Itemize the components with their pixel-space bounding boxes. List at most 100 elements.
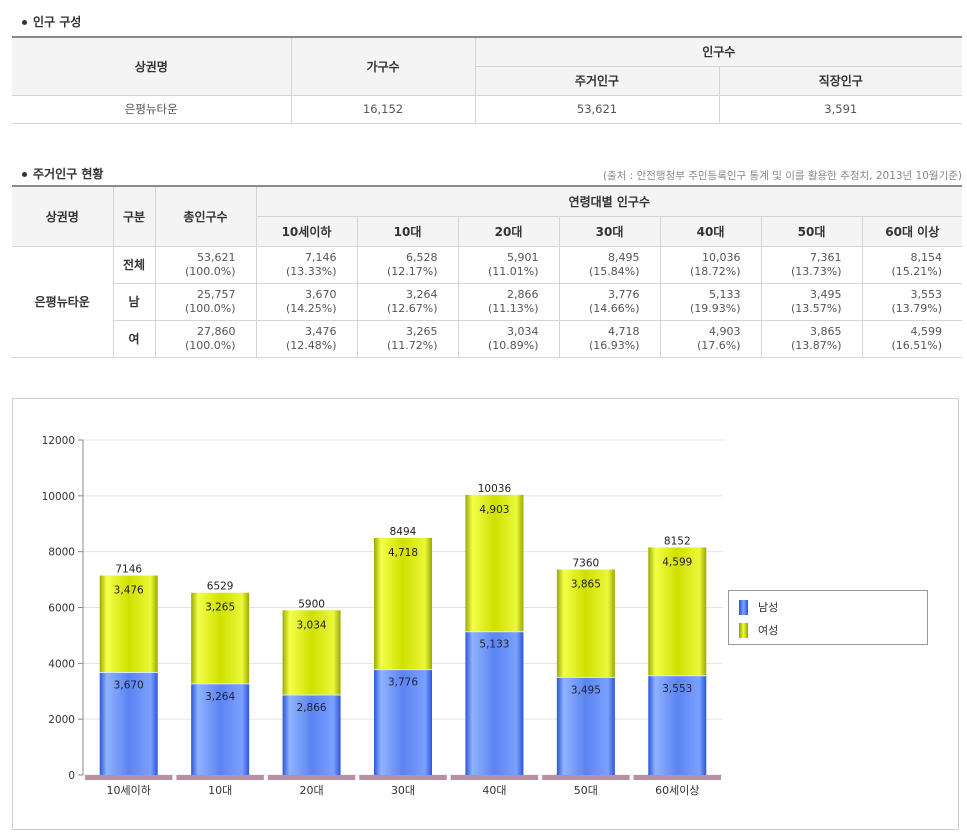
section-title-text: 주거인구 현황	[33, 167, 104, 181]
col-header-worker: 직장인구	[718, 66, 962, 96]
cell-value: 5,901 (11.01%)	[457, 245, 560, 284]
chart-container: 0 2000 4000 6000 8000 10000 12000 3,670 3,476 714…	[12, 398, 959, 830]
cell-percent: (12.67%)	[386, 301, 438, 315]
cell-percent: (19.93%)	[689, 301, 741, 315]
col-header-resident: 주거인구	[475, 66, 720, 96]
cell-count: 4,903	[709, 324, 741, 338]
cell-value: 4,718 (16.93%)	[558, 319, 661, 358]
cell-value: 3,776 (14.66%)	[558, 282, 661, 321]
legend-item-male: 남성	[739, 599, 778, 615]
legend-item-female: 여성	[739, 622, 778, 638]
cell-value: 2,866 (11.13%)	[457, 282, 560, 321]
data-label-total: 8152	[664, 535, 691, 547]
x-axis-segment	[176, 775, 264, 780]
bullet-icon	[22, 20, 27, 25]
col-header-area: 상권명	[12, 37, 292, 96]
cell-count: 3,265	[406, 324, 438, 338]
cell-count: 8,154	[910, 250, 943, 264]
cell-count: 3,476	[305, 324, 337, 338]
bar-female	[191, 592, 250, 684]
data-label-total: 8494	[390, 526, 417, 538]
col-header-area: 상권명	[12, 186, 114, 247]
cell-count: 27,860	[197, 324, 236, 338]
table-row: 은평뉴타운 16,152 53,621 3,591	[12, 94, 962, 124]
cell-percent: (13.87%)	[790, 338, 842, 352]
data-label-female: 3,265	[205, 602, 235, 614]
bar-female	[374, 537, 432, 670]
cell-value: 4,903 (17.6%)	[659, 319, 762, 358]
y-tick-label: 6000	[48, 603, 75, 615]
col-header-population: 인구수	[474, 37, 962, 67]
col-header-age: 40대	[659, 216, 762, 247]
cell-value: 3,553 (13.79%)	[861, 282, 963, 321]
data-label-female: 3,865	[571, 579, 601, 591]
bar-male	[191, 683, 250, 775]
cell-value: 5,133 (19.93%)	[659, 282, 762, 321]
bar-female	[99, 575, 158, 673]
section-title-text: 인구 구성	[33, 15, 82, 29]
stacked-bar-chart: 0 2000 4000 6000 8000 10000 12000 3,670 3,476 714…	[42, 435, 723, 797]
cell-percent: (16.93%)	[588, 338, 640, 352]
x-axis-segment	[85, 775, 173, 780]
cell-value: 3,265 (11.72%)	[356, 319, 459, 358]
cell-percent: (100.0%)	[184, 338, 236, 352]
bar-female	[282, 610, 341, 695]
col-header-by-age: 연령대별 인구수	[255, 186, 963, 217]
legend-swatch-male	[739, 599, 748, 615]
data-label-male: 3,776	[388, 677, 418, 689]
cell-percent: (18.72%)	[689, 264, 741, 278]
data-label-female: 4,599	[662, 556, 692, 568]
data-label-female: 3,034	[297, 619, 327, 631]
bar-female	[648, 547, 707, 676]
x-axis-segment	[542, 775, 630, 780]
x-tick-label: 20대	[300, 784, 324, 797]
cell-value: 4,599 (16.51%)	[861, 319, 963, 358]
x-tick-label: 50대	[574, 784, 598, 797]
y-tick-label: 10000	[42, 491, 75, 503]
bar-female	[465, 494, 524, 632]
cell-percent: (14.25%)	[285, 301, 337, 315]
bar-male	[556, 677, 615, 775]
col-header-age: 30대	[558, 216, 661, 247]
bar-female	[556, 569, 615, 678]
data-label-male: 5,133	[479, 639, 509, 651]
col-header-age: 60대 이상	[861, 216, 963, 247]
cell-count: 10,036	[702, 250, 741, 264]
chart-legend: 남성 여성	[728, 590, 928, 645]
cell-count: 3,865	[810, 324, 842, 338]
cell-value: 3,865 (13.87%)	[760, 319, 863, 358]
cell-value: 7,146 (13.33%)	[255, 245, 358, 284]
bar-male	[374, 669, 432, 775]
y-tick-label: 2000	[48, 714, 75, 726]
data-label-total: 10036	[478, 483, 512, 495]
cell-count: 6,528	[406, 250, 438, 264]
x-axis-segment	[359, 775, 447, 780]
legend-label: 여성	[758, 624, 779, 637]
cell-percent: (16.51%)	[891, 338, 943, 352]
cell-value: 10,036 (18.72%)	[659, 245, 762, 284]
cell-percent: (100.0%)	[184, 264, 236, 278]
data-label-female: 4,718	[388, 547, 418, 559]
cell-count: 3,776	[608, 287, 640, 301]
x-axis-segment	[267, 775, 356, 780]
cell-count: 5,133	[709, 287, 741, 301]
cell-percent: (13.57%)	[790, 301, 842, 315]
cell-count: 8,495	[608, 250, 640, 264]
cell-value: 3,670 (14.25%)	[255, 282, 358, 321]
cell-percent: (11.13%)	[487, 301, 539, 315]
data-label-female: 4,903	[479, 504, 509, 516]
data-label-male: 3,670	[114, 680, 144, 692]
col-header-total: 총인구수	[154, 186, 257, 247]
cell-percent: (13.79%)	[891, 301, 943, 315]
y-tick-label: 12000	[42, 435, 75, 447]
cell-value: 53,621 (100.0%)	[154, 245, 257, 284]
cell-value: 6,528 (12.17%)	[356, 245, 459, 284]
bar-male	[282, 694, 341, 775]
x-tick-label: 10대	[208, 784, 232, 797]
cell-percent: (15.84%)	[588, 264, 640, 278]
x-tick-label: 30대	[391, 784, 415, 797]
cell-value: 7,361 (13.73%)	[760, 245, 863, 284]
cell-count: 3,495	[810, 287, 842, 301]
cell-households: 16,152	[290, 94, 476, 124]
table-row: 은평뉴타운 전체 53,621 (100.0%) 7,146 (13.33%) 6,528(…	[12, 245, 963, 358]
